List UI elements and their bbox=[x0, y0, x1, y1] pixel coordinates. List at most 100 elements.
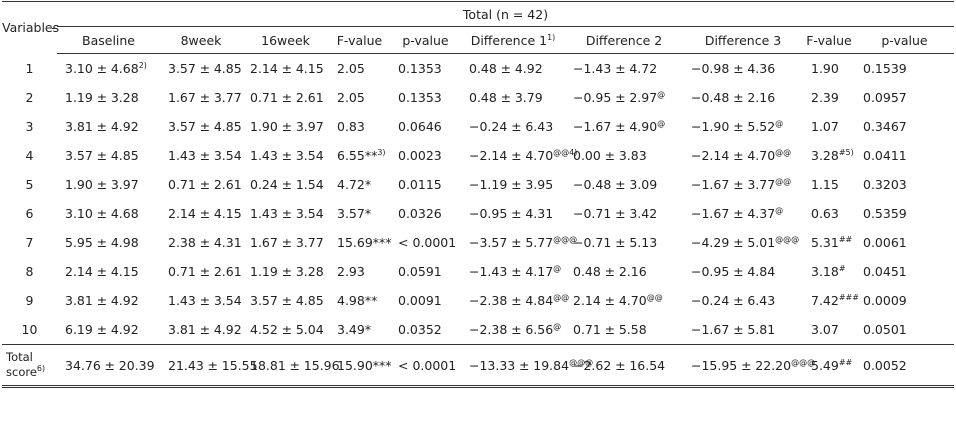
mean-value: 2.14 bbox=[573, 293, 601, 308]
plus-minus: ± bbox=[733, 235, 744, 250]
f-value2-cell: 2.39 bbox=[811, 90, 839, 105]
mean-value: 4.52 bbox=[250, 322, 278, 337]
baseline-cell: 5.95 ±4.98 bbox=[57, 228, 160, 257]
p-value-cell: 0.0023 bbox=[398, 148, 442, 163]
table-row: 10 6.19 ±4.92 3.81 ±4.92 4.52 ±5.04 3.49* 0.0352… bbox=[2, 315, 955, 345]
plus-minus: ± bbox=[511, 293, 522, 308]
plus-minus: ± bbox=[733, 322, 744, 337]
sd-value: 4.70 bbox=[747, 148, 776, 163]
week8-cell: 1.43 ±3.54 bbox=[160, 286, 242, 315]
variables-label: Variables bbox=[2, 20, 60, 36]
mean-value: 2.38 bbox=[168, 235, 196, 250]
sd-value: 3.28 bbox=[110, 90, 139, 105]
plus-minus: ± bbox=[500, 61, 512, 76]
column-header: Difference 2 bbox=[565, 26, 683, 54]
f-value2-cell: 3.18# bbox=[811, 264, 846, 279]
mean-value: −1.43 bbox=[573, 61, 612, 76]
variable-label: 5 bbox=[25, 177, 34, 192]
mean-value: 3.81 bbox=[65, 119, 93, 134]
plus-minus: ± bbox=[281, 177, 293, 192]
mean-value: −1.19 bbox=[469, 177, 508, 192]
mean-value: −0.24 bbox=[469, 119, 508, 134]
table-row: 9 3.81 ±4.92 1.43 ±3.54 3.57 ±4.85 4.98** 0.0091… bbox=[2, 286, 954, 315]
mean-value: 3.81 bbox=[168, 322, 196, 337]
mean-value: 3.10 bbox=[65, 206, 93, 221]
plus-minus: ± bbox=[615, 90, 626, 105]
baseline-cell: 34.76 ±20.39 bbox=[57, 344, 160, 388]
week8-cell: 0.71 ±2.61 bbox=[160, 170, 242, 199]
week8-cell: 1.67 ±3.77 bbox=[160, 83, 242, 112]
mean-value: −3.57 bbox=[469, 235, 508, 250]
plus-minus: ± bbox=[199, 264, 211, 279]
sd-value: 20.39 bbox=[118, 357, 155, 373]
plus-minus: ± bbox=[96, 61, 108, 76]
mean-value: −0.98 bbox=[691, 61, 730, 76]
sd-value: 6.43 bbox=[747, 293, 776, 308]
week16-cell: 1.67 ±3.77 bbox=[242, 228, 329, 257]
f-value2-cell: 3.28#5) bbox=[811, 148, 854, 163]
sd-value: 3.83 bbox=[618, 148, 647, 163]
table-body: 1 3.10 ±4.682) 3.57 ±4.85 2.14 ±4.15 2.05 0.1353… bbox=[2, 54, 955, 388]
baseline-cell: 3.10 ±4.68 bbox=[57, 199, 160, 228]
sd-value: 16.54 bbox=[629, 357, 666, 373]
column-header: F-value bbox=[329, 26, 390, 54]
sd-value: 5.81 bbox=[747, 322, 776, 337]
plus-minus: ± bbox=[281, 206, 293, 221]
f-value-cell: 0.83 bbox=[337, 119, 365, 134]
week16-cell: 3.57 ±4.85 bbox=[242, 286, 329, 315]
difference2-cell: −2.62 ±16.54 bbox=[565, 344, 683, 388]
f-value2-cell: 0.63 bbox=[811, 206, 839, 221]
difference3-cell: −0.24 ±6.43 bbox=[683, 286, 803, 315]
sd-value: 4.98 bbox=[110, 235, 139, 250]
plus-minus: ± bbox=[615, 206, 626, 221]
variable-label: 6 bbox=[25, 206, 34, 221]
footnote-mark: @@@ bbox=[791, 357, 816, 367]
week8-cell: 3.57 ±4.85 bbox=[160, 112, 242, 141]
mean-value: 1.90 bbox=[65, 177, 93, 192]
difference1-cell: −2.38 ±6.56@ bbox=[461, 315, 565, 345]
p-value2-cell: 0.0061 bbox=[863, 235, 907, 250]
difference3-cell: −15.95 ±22.20@@@ bbox=[683, 344, 815, 388]
table-row: 1 3.10 ±4.682) 3.57 ±4.85 2.14 ±4.15 2.05 0.1353… bbox=[2, 54, 954, 84]
p-value2-cell: 0.0052 bbox=[855, 344, 955, 388]
plus-minus: ± bbox=[96, 148, 108, 163]
sd-value: 4.37 bbox=[747, 206, 776, 221]
mean-value: 1.43 bbox=[168, 148, 196, 163]
sd-value: 6.43 bbox=[525, 119, 554, 134]
mean-value: 1.19 bbox=[65, 90, 93, 105]
f-value-cell: 15.69*** bbox=[337, 235, 392, 250]
group-header: Total (n = 42) bbox=[57, 1, 955, 27]
footnote-mark: 6) bbox=[36, 364, 46, 373]
mean-value: 1.67 bbox=[250, 235, 278, 250]
difference1-cell: −13.33 ±19.84@@@ bbox=[461, 344, 593, 388]
sd-value: 4.85 bbox=[295, 293, 324, 308]
plus-minus: ± bbox=[199, 119, 211, 134]
f-value-cell: 4.98** bbox=[337, 293, 378, 308]
sd-value: 4.31 bbox=[213, 235, 242, 250]
plus-minus: ± bbox=[733, 90, 744, 105]
baseline-cell: 3.81 ±4.92 bbox=[57, 286, 160, 315]
total-score-label: Total score6) bbox=[2, 344, 57, 388]
difference2-cell: −0.48 ±3.09 bbox=[565, 170, 683, 199]
mean-value: 3.57 bbox=[250, 293, 278, 308]
p-value-cell: 0.0352 bbox=[390, 315, 461, 345]
plus-minus: ± bbox=[281, 119, 293, 134]
mean-value: 0.71 bbox=[250, 90, 278, 105]
footnote-mark: @@ bbox=[775, 148, 792, 157]
sd-value: 3.77 bbox=[213, 90, 242, 105]
plus-minus: ± bbox=[500, 90, 512, 105]
baseline-cell: 1.19 ±3.28 bbox=[57, 83, 160, 112]
sd-value: 22.20 bbox=[755, 357, 792, 373]
plus-minus: ± bbox=[615, 177, 626, 192]
sd-value: 3.97 bbox=[295, 119, 324, 134]
mean-value: −1.90 bbox=[691, 119, 730, 134]
plus-minus: ± bbox=[741, 357, 752, 373]
sd-value: 4.92 bbox=[110, 119, 139, 134]
mean-value: 1.43 bbox=[168, 293, 196, 308]
mean-value: 5.95 bbox=[65, 235, 93, 250]
footnote-mark: @@4) bbox=[553, 148, 578, 157]
mean-value: 0.24 bbox=[250, 177, 278, 192]
footnote-mark: 2) bbox=[138, 61, 147, 70]
total-label-line2: score6) bbox=[6, 364, 46, 380]
column-header: p-value bbox=[855, 26, 955, 54]
